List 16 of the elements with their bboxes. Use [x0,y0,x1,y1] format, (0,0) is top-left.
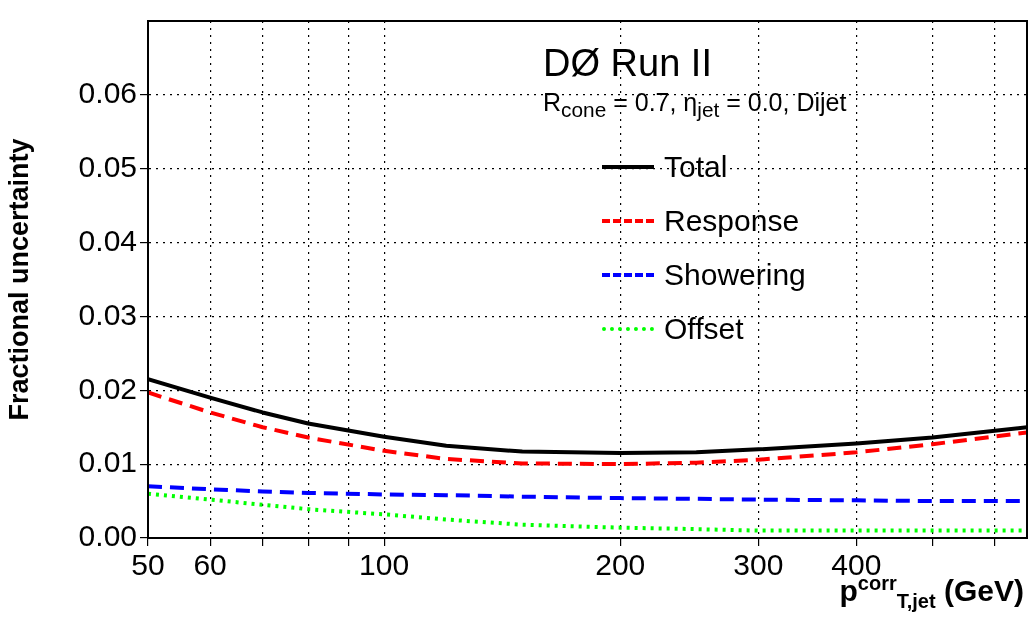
x-tick-label: 60 [193,548,227,582]
y-axis-title: Fractional uncertainty [3,138,34,421]
legend-label: Showering [664,258,806,292]
legend-label: Offset [664,312,744,346]
x-tick-label: 200 [595,548,646,582]
x-tick-label: 300 [733,548,784,582]
legend-label: Response [664,204,800,238]
x-tick-label: 100 [359,548,410,582]
y-tick-label: 0.06 [78,76,137,110]
y-tick-label: 0.01 [78,445,137,479]
text: DØ Run II [543,42,712,85]
legend-label: Total [664,150,728,184]
y-tick-label: 0.04 [78,223,137,257]
y-tick-label: 0.05 [78,149,137,183]
y-tick-label: 0.02 [78,371,137,405]
y-tick-label: 0.03 [78,297,137,331]
